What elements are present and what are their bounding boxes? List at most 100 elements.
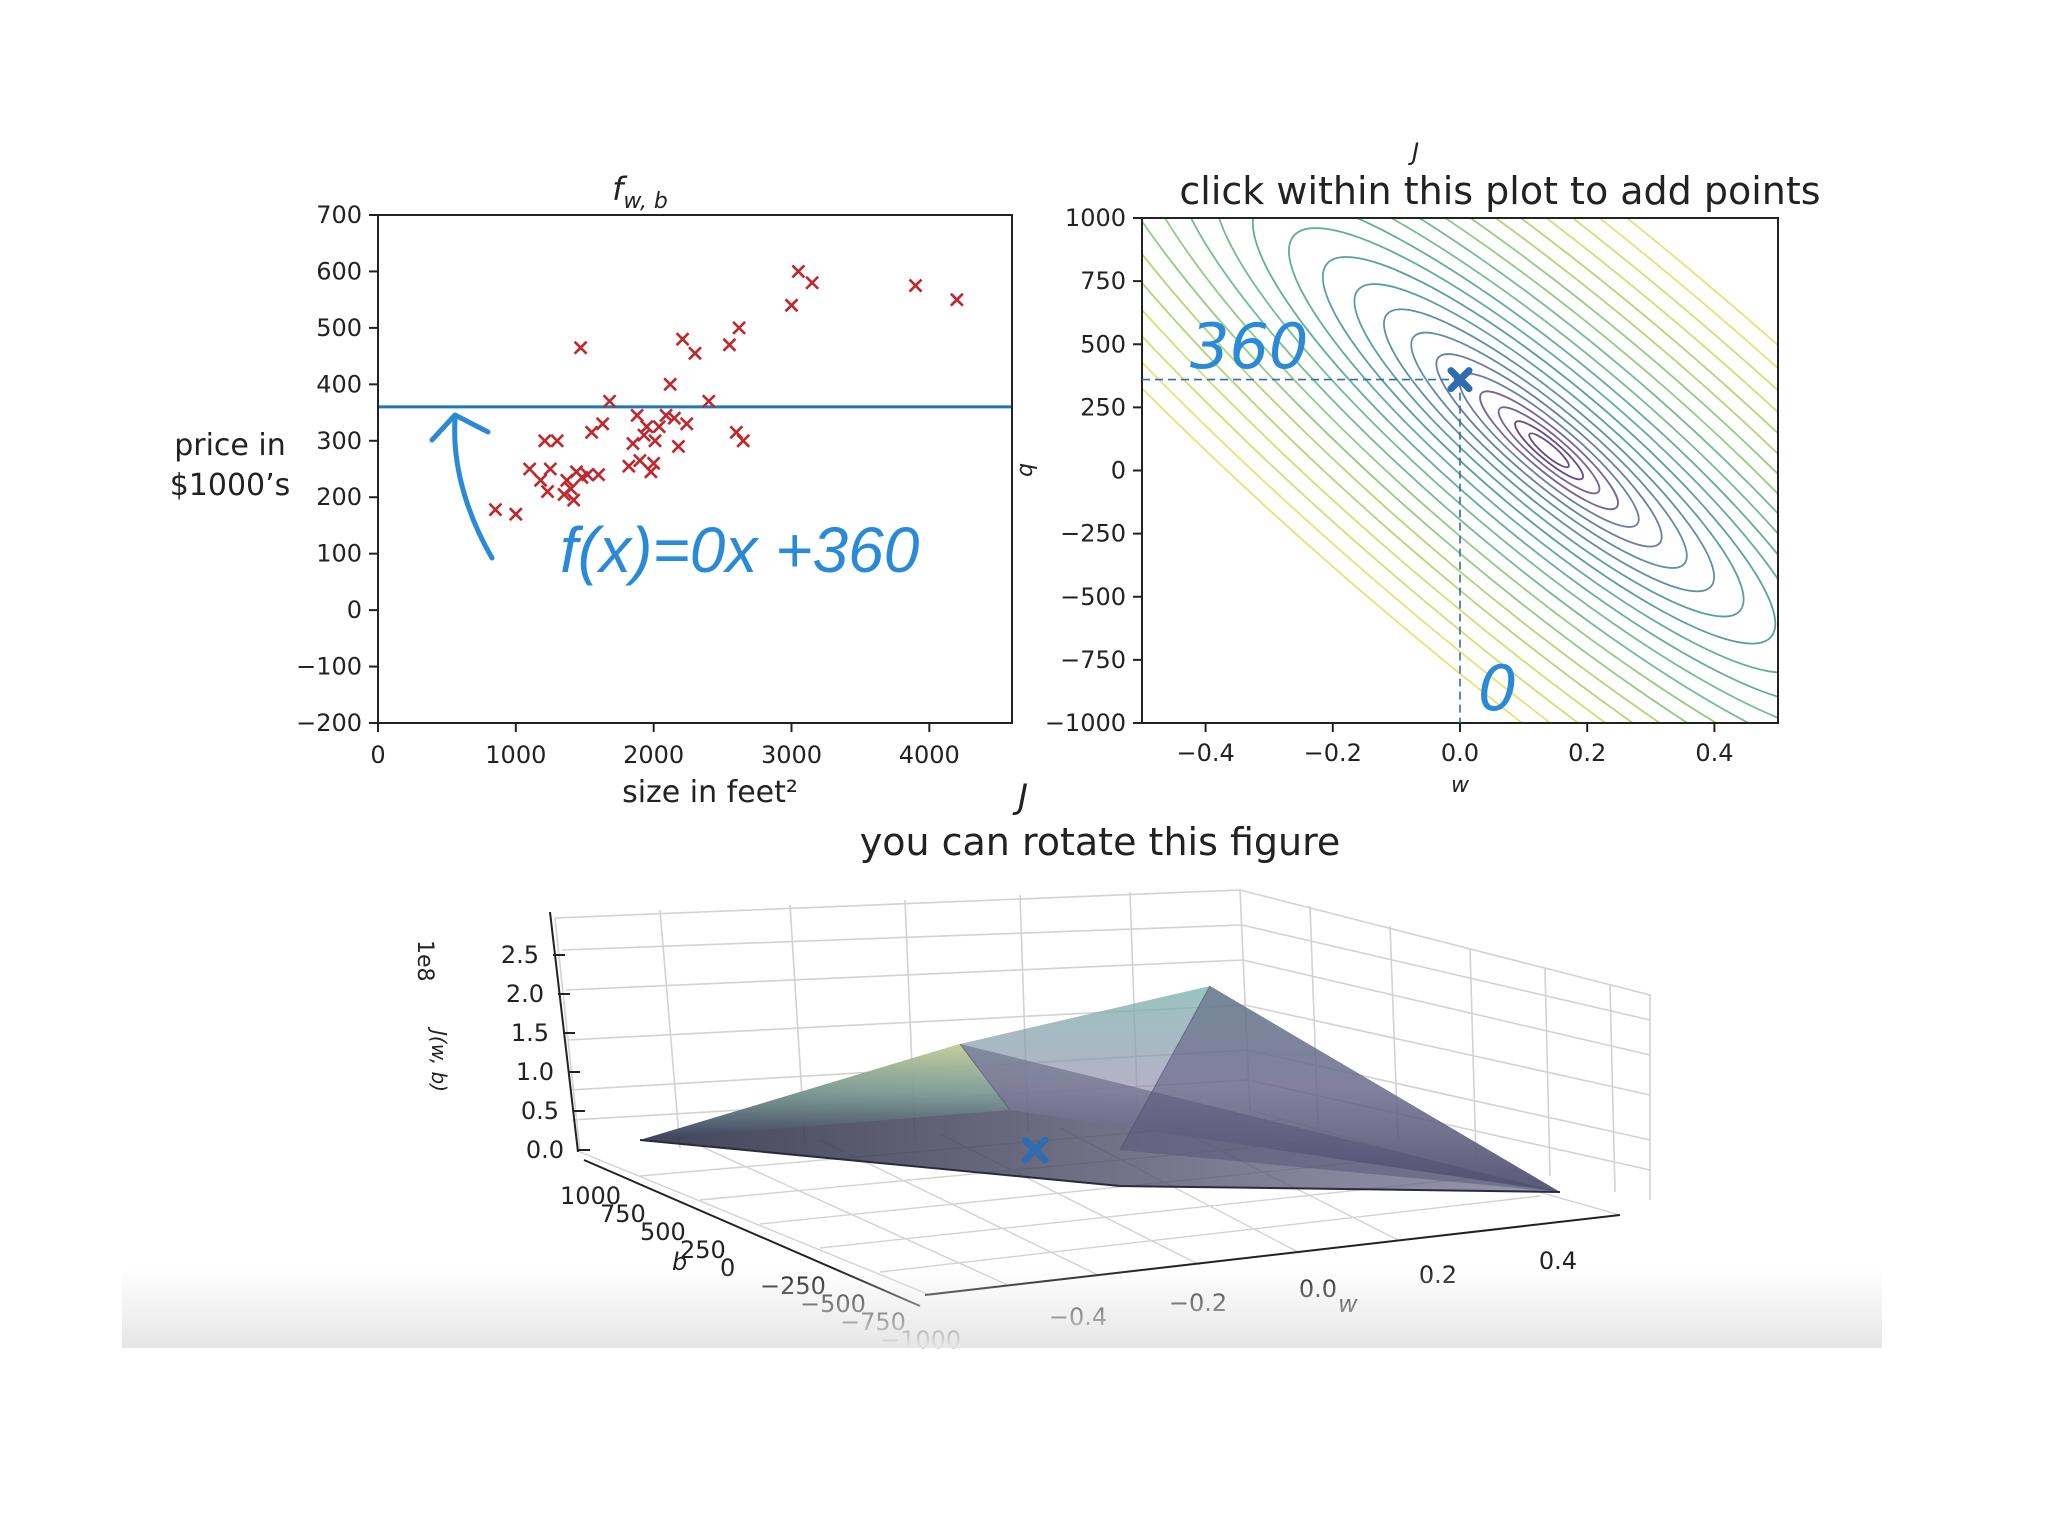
housing-xtick-label: 1000 — [485, 741, 546, 769]
contour-xlabel: w — [1451, 773, 1470, 798]
z-tick-label: 2.0 — [506, 980, 544, 1008]
data-point — [701, 394, 716, 409]
contour-title: click within this plot to add points — [1179, 169, 1820, 213]
housing-points — [488, 264, 964, 522]
b-tick-label: 250 — [680, 1236, 726, 1264]
data-point — [908, 278, 923, 293]
b-tick-label: 750 — [600, 1200, 646, 1228]
data-point — [663, 377, 678, 392]
data-point — [791, 264, 806, 279]
contour-level — [1321, 256, 1777, 645]
cost-surface — [639, 985, 1561, 1193]
housing-title: fw, b — [612, 170, 668, 214]
surface-title-fragment: J — [1012, 777, 1028, 817]
housing-ytick-label: 700 — [316, 201, 362, 229]
contour-level — [1142, 218, 1778, 723]
contour-axes: −0.4 −0.2 0.0 0.2 0.4 1000 750 500 250 0 −250 −500 −… — [1045, 204, 1734, 767]
contour-levels — [1142, 218, 1778, 723]
contour-title-fragment: J — [1408, 138, 1419, 166]
contour-xtick-label: −0.2 — [1304, 739, 1362, 767]
data-point — [632, 453, 647, 468]
data-point — [584, 425, 599, 440]
data-point — [722, 337, 737, 352]
video-fade-band — [122, 1268, 1882, 1348]
data-point — [671, 439, 686, 454]
contour-level — [1142, 218, 1778, 723]
data-point — [566, 493, 581, 507]
data-point — [621, 459, 636, 474]
housing-ytick-label: 200 — [316, 483, 362, 511]
contour-level — [1173, 218, 1778, 723]
data-point — [550, 433, 565, 448]
contour-ytick-label: 1000 — [1065, 204, 1126, 232]
contour-level — [1514, 420, 1584, 481]
housing-ytick-label: 0 — [347, 596, 362, 624]
contour-level — [1479, 390, 1619, 511]
handwritten-arrowhead — [429, 412, 491, 443]
housing-xlabel: size in feet² — [622, 775, 798, 810]
handwritten-arrow — [452, 417, 495, 561]
housing-ytick-label: 600 — [316, 257, 362, 285]
data-point — [679, 416, 694, 431]
data-point — [595, 416, 610, 431]
housing-ytick-label: −200 — [296, 709, 362, 737]
contour-ytick-label: 250 — [1080, 393, 1126, 421]
data-point — [643, 464, 658, 479]
housing-xtick-label: 4000 — [899, 741, 960, 769]
surface-chart[interactable]: J you can rotate this figure — [412, 777, 1651, 1354]
contour-chart[interactable]: J click within this plot to add points −… — [639, 0, 2048, 1266]
data-point — [508, 507, 523, 522]
housing-ylabel-line2: $1000’s — [170, 468, 291, 503]
contour-ytick-label: −750 — [1060, 646, 1126, 674]
contour-level — [1142, 218, 1778, 723]
data-point — [659, 408, 673, 423]
handwritten-equation: f(x)=0x +360 — [560, 514, 920, 586]
surface-zlabel: J(w, b) — [427, 1026, 451, 1092]
data-point — [591, 467, 606, 482]
data-point — [533, 473, 548, 488]
housing-xtick-label: 2000 — [623, 741, 684, 769]
contour-level — [1288, 227, 1778, 674]
data-point — [736, 433, 751, 448]
housing-ytick-label: 500 — [316, 314, 362, 342]
contour-ytick-label: −1000 — [1045, 709, 1126, 737]
b-tick-label: 500 — [640, 1218, 686, 1246]
contour-xtick-label: 0.4 — [1695, 739, 1733, 767]
surface-z-axis: 2.5 2.0 1.5 1.0 0.5 0.0 1e8 J(w, b) — [412, 911, 590, 1164]
contour-level — [1435, 353, 1663, 548]
contour-xtick-label: 0.0 — [1441, 739, 1479, 767]
contour-level — [1142, 218, 1778, 723]
b-tick-label: 1000 — [560, 1182, 621, 1210]
contour-ytick-label: 500 — [1080, 330, 1126, 358]
housing-ytick-label: 400 — [316, 370, 362, 398]
contour-level — [1251, 218, 1778, 705]
contour-ytick-label: 0 — [1111, 457, 1126, 485]
data-point — [564, 481, 578, 496]
z-tick-label: 1.5 — [511, 1019, 549, 1047]
contour-level — [1213, 218, 1778, 723]
data-point — [805, 275, 820, 290]
data-point — [522, 462, 537, 476]
current-point-group — [1142, 367, 1473, 723]
contour-level — [1353, 283, 1745, 618]
housing-xtick-label: 0 — [370, 741, 385, 769]
data-point — [630, 408, 645, 423]
housing-axes: 0 1000 2000 3000 40007006005004003002001000−… — [296, 201, 960, 769]
data-point — [949, 292, 964, 307]
handwritten-w-value: 0 — [1478, 652, 1517, 725]
contour-level — [1383, 308, 1716, 593]
contour-xtick-label: −0.4 — [1176, 739, 1234, 767]
contour-level — [1497, 406, 1601, 495]
housing-plot-frame — [377, 214, 1013, 724]
z-tick-label: 2.5 — [501, 941, 539, 969]
contour-xtick-label: 0.2 — [1568, 739, 1606, 767]
z-tick-label: 0.0 — [526, 1136, 564, 1164]
data-point — [543, 462, 558, 476]
data-point — [602, 394, 617, 409]
data-point — [573, 340, 588, 355]
contour-ytick-label: −250 — [1060, 520, 1126, 548]
data-point — [639, 419, 654, 434]
housing-ytick-label: 300 — [316, 427, 362, 455]
housing-chart: fw, b 0 1000 2000 3000 400070060050040030020… — [170, 170, 1013, 810]
